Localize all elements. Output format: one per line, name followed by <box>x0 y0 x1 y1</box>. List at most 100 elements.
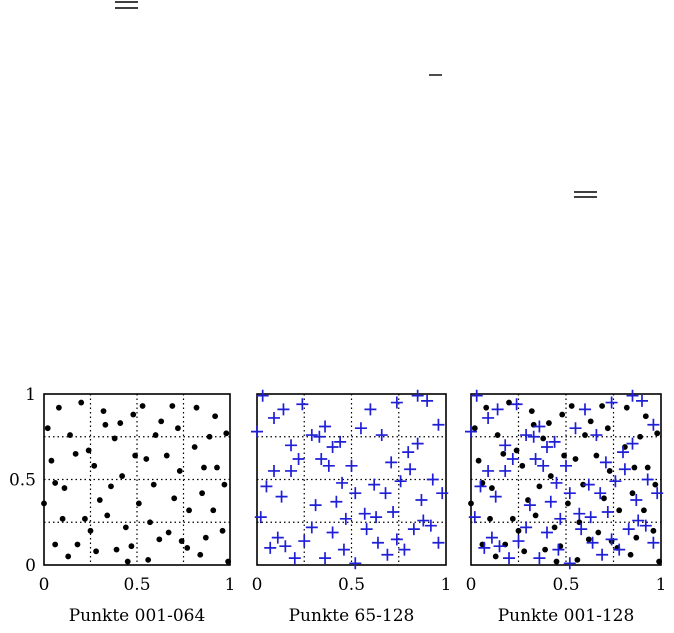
scatter-point-plus <box>271 531 284 544</box>
scatter-point-dot <box>41 500 47 507</box>
scatter-point-dot <box>175 425 181 432</box>
scatter-point-dot <box>152 432 159 438</box>
scatter-point-dot <box>72 450 79 457</box>
scatter-point-dot <box>468 500 474 507</box>
scatter-point-plus <box>285 439 298 452</box>
scatter-point-plus <box>506 452 519 465</box>
scatter-point-plus <box>499 439 512 452</box>
scatter-point-plus <box>268 411 281 424</box>
scatter-point-plus <box>370 511 383 524</box>
scatter-point-plus <box>334 435 347 448</box>
scatter-point-plus <box>470 389 483 402</box>
scatter-point-plus <box>296 398 309 411</box>
scatter-point-dot <box>483 404 490 411</box>
scatter-point-plus <box>285 464 298 477</box>
scatter-point-dot <box>82 515 88 522</box>
scatter-point-dot <box>542 546 548 553</box>
scatter-point-plus <box>277 403 290 416</box>
scatter-point-plus <box>371 536 384 549</box>
scatter-point-dot <box>572 456 579 462</box>
scatter-point-plus <box>520 429 533 442</box>
scatter-point-dot <box>119 473 126 479</box>
scatter-point-dot <box>487 515 493 522</box>
scatter-point-dot <box>44 425 51 432</box>
x-tick-label: 0.5 <box>123 575 150 595</box>
scatter-point-plus <box>601 505 614 518</box>
scatter-point-dot <box>225 558 232 565</box>
scatter-point-plus <box>575 523 588 536</box>
scatter-point-dot <box>178 538 185 544</box>
scatter-point-plus <box>379 487 392 500</box>
chart-panel-2: 0 0.5 1 Punkte 65-128 <box>251 389 452 626</box>
scatter-point-dot <box>158 418 165 425</box>
scatter-point-dot <box>221 481 228 488</box>
scatter-point-plus <box>298 535 311 548</box>
scatter-point-dot <box>48 457 55 464</box>
scatter-point-dot <box>536 483 543 490</box>
scatter-point-dot <box>52 480 59 486</box>
scatter-point-plus <box>641 473 654 486</box>
scatter-point-plus <box>537 459 550 472</box>
scatter-point-plus <box>605 533 618 546</box>
scatter-point-dot <box>513 447 520 454</box>
scatter-point-dot <box>163 452 170 459</box>
scatter-point-dot <box>509 515 516 522</box>
scatter-point-dot <box>623 404 630 411</box>
scatter-point-dot <box>471 425 478 432</box>
scatter-point-plus <box>651 487 664 500</box>
scatter-point-plus <box>339 512 352 525</box>
scatter-point-plus <box>527 430 540 443</box>
x-tick-label: 1 <box>441 575 452 595</box>
scatter-point-dot <box>631 464 638 471</box>
scatter-point-dot <box>102 421 109 428</box>
scatter-point-plus <box>636 394 648 407</box>
scatter-point-dot <box>85 447 92 454</box>
scatter-point-dot <box>559 411 566 418</box>
scatter-point-plus <box>411 437 424 450</box>
scatter-point-dot <box>100 408 107 414</box>
scatter-point-plus <box>647 418 660 431</box>
scatter-point-plus <box>563 487 576 500</box>
scatter-point-plus <box>319 420 332 433</box>
scatter-point-plus <box>279 540 292 553</box>
scatter-point-dot <box>111 435 118 442</box>
scatter-point-plus <box>360 523 373 536</box>
scatter-point-dot <box>616 507 623 514</box>
scatter-point-dot <box>475 457 482 464</box>
scatter-point-dot <box>641 507 647 514</box>
scatter-point-dot <box>199 490 206 497</box>
scatter-point-dot <box>223 430 230 437</box>
scatter-point-dot <box>551 524 558 531</box>
scatter-point-plus <box>510 398 523 411</box>
scatter-point-dot <box>561 452 567 459</box>
scatter-point-plus <box>617 446 629 459</box>
scatter-point-plus <box>550 476 563 489</box>
scatter-point-plus <box>337 543 350 556</box>
scatter-point-dot <box>606 468 613 474</box>
scatter-point-dot <box>104 512 111 519</box>
scatter-point-dot <box>171 495 178 502</box>
scatter-point-plus <box>630 494 643 507</box>
scatter-point-dot <box>515 527 522 534</box>
scatter-point-dot <box>214 464 220 471</box>
scatter-point-dot <box>193 404 200 411</box>
scatter-point-plus <box>368 478 381 491</box>
scatter-point-dot <box>117 420 124 426</box>
scatter-point-plus <box>596 548 609 561</box>
scatter-point-plus <box>512 535 525 548</box>
scatter-point-dot <box>652 481 659 488</box>
scatter-point-dot <box>191 444 198 450</box>
scatter-point-dot <box>52 541 59 548</box>
scatter-point-plus <box>499 464 512 477</box>
scatter-point-dot <box>642 413 649 420</box>
x-tick-label: 0 <box>252 575 263 595</box>
scatter-point-plus <box>288 552 301 565</box>
x-tick-label: 0.5 <box>552 575 579 595</box>
scatter-point-plus <box>358 507 371 520</box>
scatter-point-plus <box>605 396 618 409</box>
scatter-point-dot <box>65 553 72 560</box>
scatter-point-dot <box>595 529 602 536</box>
scatter-point-plus <box>349 557 362 570</box>
scatter-point-plus <box>330 495 343 508</box>
